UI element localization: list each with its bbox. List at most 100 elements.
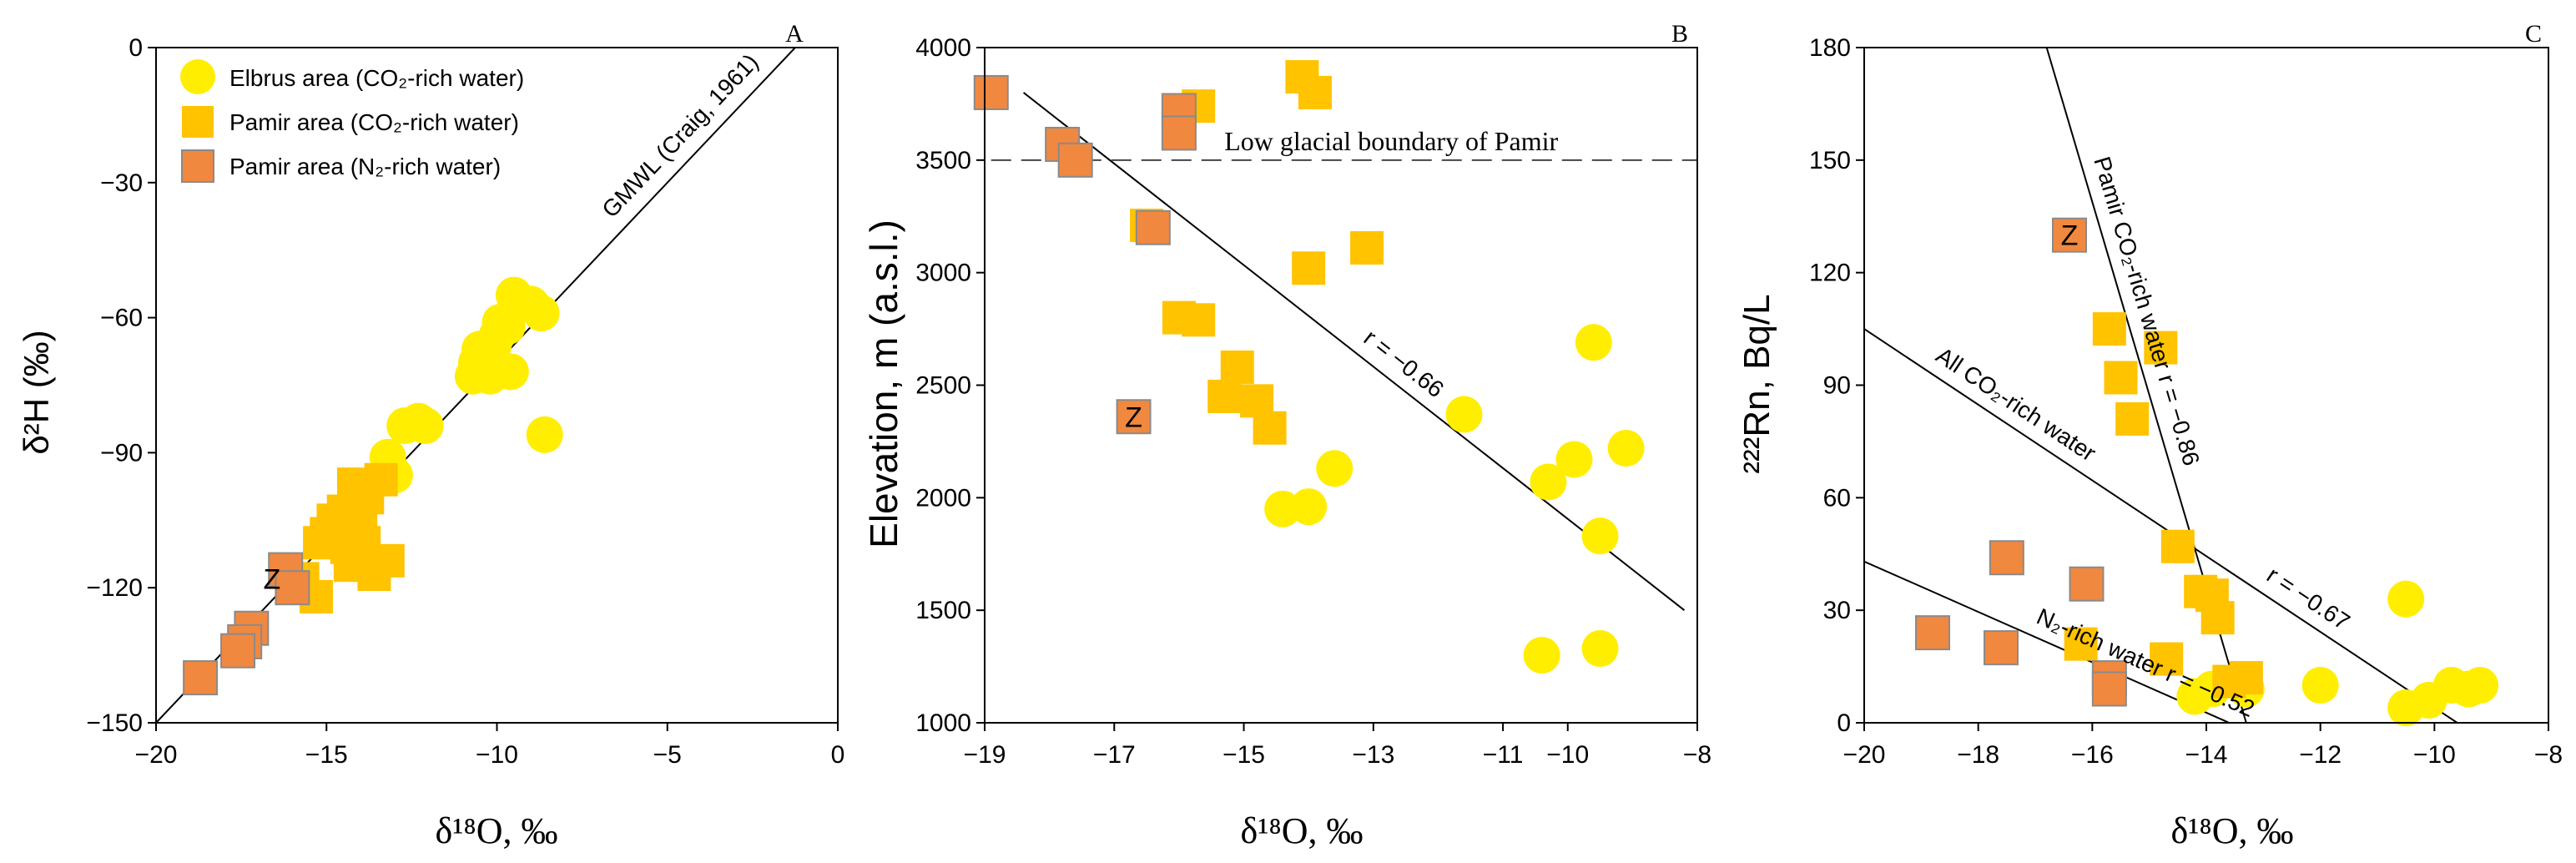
panel-c-point-pamir-n2 <box>1989 540 2024 576</box>
panel-a-y-tick-label: −90 <box>100 439 143 467</box>
panel-c-point-pamir-co2 <box>2229 661 2263 695</box>
panel-a-y-tick-label: −120 <box>86 574 143 602</box>
panel-a-y-tick-label: −150 <box>86 709 143 737</box>
panel-c-point-pamir-co2 <box>2144 331 2178 365</box>
panel-a-point-elbrus <box>522 295 560 332</box>
panel-b-y-tick-label: 1500 <box>915 597 971 624</box>
panel-c-x-tick-label: −16 <box>2071 741 2114 769</box>
panel-a-y-tick-label: 0 <box>129 34 143 62</box>
panel-c-x-tick-label: −8 <box>2534 741 2563 769</box>
panel-a-y-tick-label: −60 <box>100 305 143 332</box>
panel-a-point-elbrus <box>492 353 529 391</box>
panel-b-point-pamir-co2 <box>1207 379 1242 413</box>
panel-b-annotation-z: Z <box>1125 401 1142 433</box>
panel-c-y-tick-label: 150 <box>1809 147 1851 174</box>
panel-b-point-elbrus <box>1530 463 1567 501</box>
panel-b-y-axis-title: Elevation, m (a.s.l.) <box>862 220 905 548</box>
legend-marker-pamir-n2 <box>181 149 214 183</box>
panel-c-line-all-co2-fit <box>1864 328 2458 723</box>
panel-b-point-pamir-co2 <box>1182 303 1216 337</box>
panel-c-points <box>1915 217 2498 727</box>
panel-c-line-n2-fit <box>1864 560 2230 723</box>
panel-b-x-tick-label: −15 <box>1222 741 1265 769</box>
panel-a-point-pamir-n2 <box>220 633 256 669</box>
panel-a-point-elbrus <box>526 416 563 453</box>
panel-b-x-tick-label: −11 <box>1483 741 1524 769</box>
panel-c-annotation-z: Z <box>2061 220 2079 252</box>
panel-c-x-axis-title: δ¹⁸O, ‰ <box>2170 810 2293 851</box>
panel-b-ticks: −19 −17 −15 −13 −11 −10 −8 1000 1500 2000 2500 3000… <box>915 34 1711 769</box>
panel-c-point-pamir-co2 <box>2160 529 2195 563</box>
panel-c-point-elbrus <box>2301 667 2339 704</box>
panel-b-point-elbrus <box>1607 430 1645 467</box>
panel-c-y-tick-label: 0 <box>1837 709 1851 737</box>
panel-c-y-tick-label: 120 <box>1809 260 1851 287</box>
panel-c-y-axis-title: ²²²Rn, Bq/L <box>1737 294 1777 473</box>
panel-a-point-pamir-n2 <box>183 660 219 696</box>
panel-b-x-tick-label: −19 <box>964 741 1006 769</box>
panel-c-label: C <box>2525 20 2542 48</box>
panel-c-point-pamir-co2 <box>2115 401 2150 436</box>
panel-c: −20 −18 −16 −14 −12 −10 −8 0 30 60 90 120 150 180 C δ… <box>1737 20 2563 851</box>
panel-a-point-pamir-co2 <box>364 462 398 497</box>
legend-label-elbrus: Elbrus area (CO₂-rich water) <box>229 65 524 91</box>
panel-c-point-pamir-n2 <box>1984 630 2019 666</box>
panel-c-line-label: All CO₂-rich water <box>1932 342 2100 467</box>
panel-a-label: A <box>785 20 804 48</box>
panel-a-x-tick-label: −5 <box>653 741 682 769</box>
panel-b-point-pamir-n2 <box>973 74 1009 110</box>
legend: Elbrus area (CO₂-rich water) Pamir area … <box>180 59 524 183</box>
panel-b-x-tick-label: −17 <box>1093 741 1136 769</box>
legend-marker-pamir-co2 <box>182 106 214 138</box>
panel-c-y-tick-label: 60 <box>1823 484 1851 512</box>
panel-c-point-pamir-co2 <box>2150 642 2184 676</box>
panel-a-point-pamir-co2 <box>333 548 367 583</box>
legend-label-pamir-n2: Pamir area (N₂-rich water) <box>229 154 501 179</box>
panel-c-point-pamir-co2 <box>2064 627 2098 661</box>
panel-a-ticks: −20 −15 −10 −5 0 −150 −120 −90 −60 −30 0 <box>86 34 844 769</box>
panel-a-x-tick-label: −10 <box>476 741 518 769</box>
panel-b-point-pamir-n2 <box>1057 142 1093 178</box>
panel-c-point-pamir-n2 <box>1915 615 1950 651</box>
legend-marker-elbrus <box>180 59 215 94</box>
panel-b-point-elbrus <box>1445 396 1483 433</box>
panel-b-y-tick-label: 2000 <box>915 484 971 512</box>
panel-c-point-pamir-co2 <box>2104 361 2138 395</box>
panel-b-point-pamir-n2 <box>1116 399 1152 435</box>
panel-b-line-trend <box>1022 92 1686 611</box>
panel-c-point-pamir-co2 <box>2200 601 2235 635</box>
panel-b-fit-lines <box>991 92 1697 611</box>
panel-b-point-elbrus <box>1575 324 1612 361</box>
panel-b: −19 −17 −15 −13 −11 −10 −8 1000 1500 2000 2500 3000… <box>862 20 1711 851</box>
panel-a-y-axis-title: δ²H (‰) <box>17 330 56 454</box>
panel-b-y-tick-label: 4000 <box>915 34 971 62</box>
panel-c-x-tick-label: −18 <box>1957 741 1999 769</box>
panel-c-x-tick-label: −12 <box>2299 741 2342 769</box>
panel-b-y-tick-label: 1000 <box>915 709 971 737</box>
panel-a-x-tick-label: 0 <box>831 741 845 769</box>
panel-b-x-tick-label: −13 <box>1352 741 1394 769</box>
panel-a-x-tick-label: −15 <box>305 741 348 769</box>
panel-c-x-tick-label: −10 <box>2413 741 2456 769</box>
panel-a: −20 −15 −10 −5 0 −150 −120 −90 −60 −30 0 A δ¹⁸O, ‰… <box>17 20 844 851</box>
panel-b-y-tick-label: 3500 <box>915 147 971 174</box>
panel-b-points <box>973 60 1645 674</box>
panel-c-y-tick-label: 180 <box>1809 34 1851 62</box>
panel-c-y-tick-label: 30 <box>1823 597 1851 624</box>
panel-b-point-pamir-co2 <box>1292 251 1326 285</box>
panel-b-point-elbrus <box>1581 517 1619 555</box>
panel-c-point-elbrus <box>2462 667 2498 704</box>
panel-b-label: B <box>1671 20 1688 48</box>
panel-b-point-pamir-co2 <box>1253 411 1287 445</box>
panel-c-point-pamir-co2 <box>2092 312 2126 346</box>
panel-b-point-elbrus <box>1264 490 1302 527</box>
panel-b-point-pamir-n2 <box>1135 209 1171 245</box>
panel-c-x-tick-label: −20 <box>1843 741 1886 769</box>
panel-c-y-tick-label: 90 <box>1823 372 1851 400</box>
panel-b-point-pamir-n2 <box>1161 115 1197 151</box>
panel-b-x-tick-label: −10 <box>1546 741 1589 769</box>
panel-c-ticks: −20 −18 −16 −14 −12 −10 −8 0 30 60 90 120 150 180 <box>1809 34 2563 769</box>
panel-b-y-tick-label: 3000 <box>915 260 971 287</box>
panel-b-y-tick-label: 2500 <box>915 372 971 400</box>
panel-a-points <box>183 276 563 696</box>
